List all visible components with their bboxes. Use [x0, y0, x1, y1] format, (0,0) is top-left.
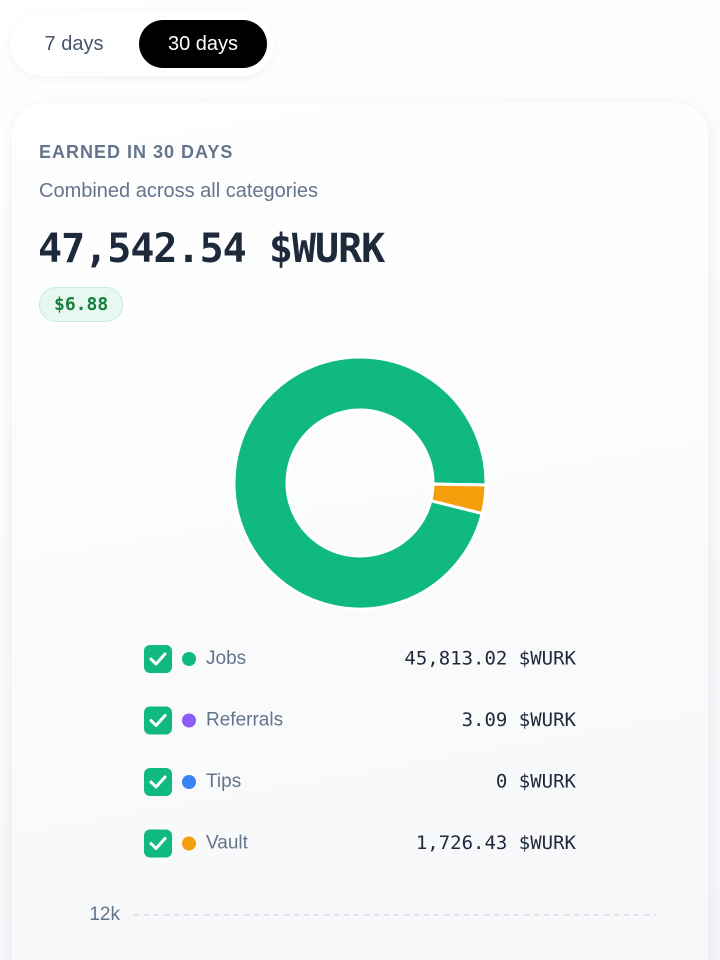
- legend-checkbox[interactable]: [144, 829, 172, 858]
- legend-value: 1,726.43 $WURK: [416, 832, 577, 854]
- legend-value: 45,813.02 $WURK: [404, 648, 576, 670]
- legend-dot: [182, 836, 196, 851]
- legend-label: Referrals: [206, 710, 283, 731]
- legend-label: Tips: [206, 771, 241, 792]
- legend-label: Jobs: [206, 648, 246, 669]
- check-icon: [149, 652, 167, 666]
- legend-checkbox[interactable]: [144, 645, 172, 673]
- card: [12, 103, 708, 960]
- legend-label: Vault: [206, 833, 249, 854]
- legend-checkbox[interactable]: [144, 768, 172, 796]
- donut-segment: [429, 482, 488, 516]
- legend-dot: [182, 652, 196, 666]
- donut-segment: [232, 355, 488, 611]
- card-title: EARNED IN 30 DAYS: [39, 142, 234, 162]
- y-tick-label: 12k: [89, 904, 120, 925]
- tab-active[interactable]: 30 days: [139, 20, 267, 68]
- check-icon: [149, 714, 167, 727]
- legend-dot: [182, 775, 196, 789]
- tab[interactable]: 7 days: [44, 33, 104, 55]
- usd-badge: $6.88: [39, 287, 124, 322]
- card-subtitle: Combined across all categories: [39, 180, 319, 202]
- legend-value: 0 $WURK: [496, 771, 577, 793]
- total: 47,542.54 $WURK: [38, 226, 385, 272]
- check-icon: [149, 775, 167, 789]
- legend-dot: [182, 713, 196, 728]
- legend-value: 3.09 $WURK: [462, 709, 577, 731]
- legend-checkbox[interactable]: [144, 706, 172, 735]
- range-tabs: 7 days 30 days: [10, 12, 274, 76]
- check-icon: [149, 837, 167, 850]
